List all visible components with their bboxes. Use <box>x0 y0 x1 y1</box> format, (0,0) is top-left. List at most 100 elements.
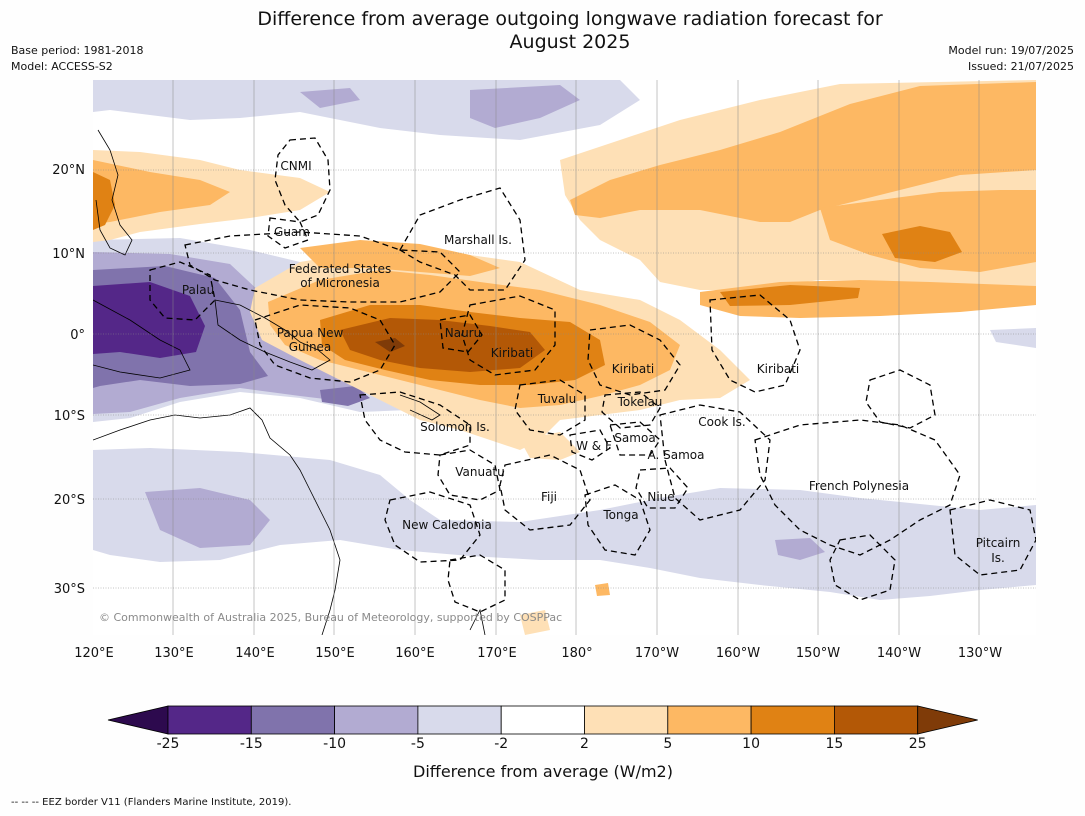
orange-northeast-mid <box>570 82 1036 222</box>
solomon-coast <box>399 394 441 421</box>
eez-solomon <box>359 391 471 456</box>
philippines-coast <box>95 129 133 256</box>
colorbar <box>107 705 978 735</box>
orange-core-dark <box>375 338 405 352</box>
lat-tick: 20°N <box>52 163 85 178</box>
lon-tick: 160°E <box>395 646 435 661</box>
purple-north-small <box>300 88 360 108</box>
colorbar-tick-label: 10 <box>742 736 760 752</box>
eez-cook <box>659 404 771 521</box>
meta-right: Model run: 19/07/2025 Issued: 21/07/2025 <box>948 43 1074 75</box>
colorbar-tick-label: -10 <box>323 736 347 752</box>
purple-png-south <box>320 386 370 406</box>
purple-south-inner <box>145 488 270 548</box>
colorbar-segment <box>750 705 835 735</box>
lon-tick: 180° <box>561 646 592 661</box>
colorbar-extend-low <box>107 705 169 735</box>
orange-northeast-core <box>882 226 962 262</box>
coastlines <box>93 129 486 635</box>
colorbar-tick-label: -15 <box>239 736 263 752</box>
colorbar-segment <box>250 705 336 735</box>
orange-south-tongue <box>520 432 580 460</box>
orange-south-small <box>520 610 550 635</box>
lon-tick: 130°W <box>958 646 1002 661</box>
map-panel: CNMI Guam Marshall Is. Federated States … <box>93 80 1036 635</box>
label-tokelau: Tokelau <box>617 395 663 409</box>
orange-small-dot <box>595 583 610 596</box>
eez-vanuatu <box>437 449 501 501</box>
eez-marshall <box>399 187 526 291</box>
colorbar-tick-label: 2 <box>580 736 589 752</box>
colorbar-extend-high <box>917 705 978 735</box>
label-wf: W & F <box>576 439 612 453</box>
lon-tick: 120°E <box>74 646 114 661</box>
purple-east-equator <box>990 328 1036 348</box>
orange-philippines <box>93 172 115 230</box>
colorbar-segment <box>167 705 252 735</box>
eez-french-polynesia <box>754 419 961 556</box>
colorbar-tick-label: -5 <box>410 736 425 752</box>
lon-tick: 150°E <box>315 646 355 661</box>
lat-tick: 0° <box>70 328 85 343</box>
label-solomon: Solomon Is. <box>420 420 490 434</box>
eez-niue <box>635 467 689 509</box>
label-fiji: Fiji <box>541 490 557 504</box>
lat-tick: 10°S <box>54 409 85 424</box>
label-cook: Cook Is. <box>698 415 745 429</box>
label-kiribati-1: Kiribati <box>491 346 533 360</box>
label-niue: Niue <box>647 490 674 504</box>
title-line-1: Difference from average outgoing longwav… <box>257 8 883 30</box>
colorbar-title: Difference from average (W/m2) <box>413 762 673 781</box>
label-french-polynesia: French Polynesia <box>809 479 909 493</box>
title-line-2: August 2025 <box>509 31 631 53</box>
chart-title: Difference from average outgoing longwav… <box>0 8 1085 54</box>
eez-norfolk <box>447 554 506 613</box>
lon-tick: 170°W <box>635 646 679 661</box>
colorbar-segment <box>500 705 585 735</box>
eez-kiribati-phoenix <box>587 324 681 396</box>
eez-palau <box>149 261 216 321</box>
label-kiribati-2: Kiribati <box>612 362 654 376</box>
australia-coast <box>93 407 341 635</box>
lat-tick: 10°N <box>52 247 85 262</box>
label-samoa: Samoa <box>614 431 655 445</box>
eez-guam <box>267 217 309 249</box>
lon-tick: 140°W <box>877 646 921 661</box>
purple-warm-pool-core <box>93 282 205 358</box>
label-cnmi: CNMI <box>280 159 311 173</box>
base-period: Base period: 1981-2018 <box>11 44 144 57</box>
eez-new-caledonia <box>384 491 481 563</box>
eez-borders <box>149 137 1036 613</box>
eez-south-cook <box>829 534 896 601</box>
eez-png <box>254 304 396 383</box>
lat-tick: 20°S <box>54 493 85 508</box>
eez-fiji <box>499 454 591 531</box>
gridlines <box>93 80 1036 635</box>
lon-tick: 140°E <box>235 646 275 661</box>
eez-fsm <box>184 231 461 303</box>
colorbar-segment <box>584 705 669 735</box>
label-palau: Palau <box>182 283 214 297</box>
label-pitcairn-1: Pitcairn <box>976 536 1021 550</box>
label-marshall: Marshall Is. <box>444 233 512 247</box>
colorbar-tick-label: -25 <box>156 736 180 752</box>
region-labels: CNMI Guam Marshall Is. Federated States … <box>182 159 1020 565</box>
label-guam: Guam <box>274 225 310 239</box>
lat-tick: 30°S <box>54 582 85 597</box>
eez-kiribati-west <box>461 295 556 376</box>
purple-north-inner <box>470 85 580 128</box>
label-new-caledonia: New Caledonia <box>402 518 492 532</box>
eez-samoa <box>609 421 661 456</box>
label-asamoa: A. Samoa <box>648 448 705 462</box>
colorbar-segment <box>834 705 919 735</box>
colorbar-tick-label: -2 <box>494 736 509 752</box>
lon-tick: 150°W <box>796 646 840 661</box>
label-pitcairn-2: Is. <box>991 551 1005 565</box>
purple-south-east-small <box>775 538 825 560</box>
label-vanuatu: Vanuatu <box>455 465 505 479</box>
label-png-1: Papua New <box>277 326 344 340</box>
longitude-ticks: 120°E 130°E 140°E 150°E 160°E 170°E 180°… <box>74 646 1002 661</box>
meta-left: Base period: 1981-2018 Model: ACCESS-S2 <box>11 43 143 75</box>
lon-tick: 160°W <box>716 646 760 661</box>
